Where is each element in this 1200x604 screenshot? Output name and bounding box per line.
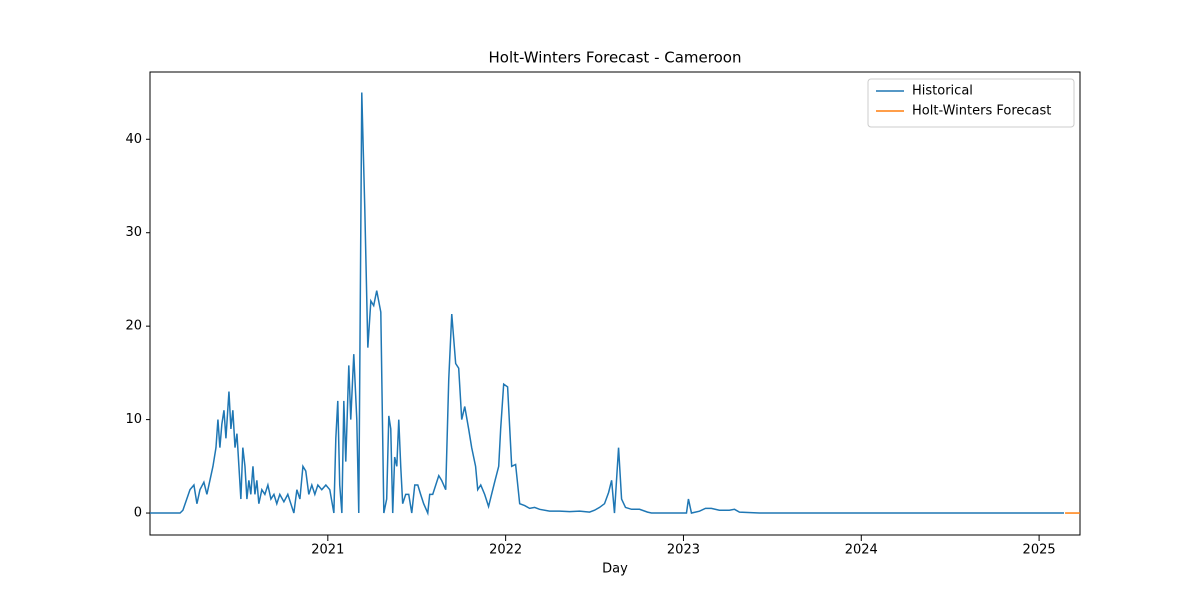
legend-box	[867, 78, 1075, 128]
series-line	[150, 92, 1064, 516]
chart-title: Holt-Winters Forecast - Cameroon	[489, 49, 742, 67]
legend-label: Historical	[912, 84, 973, 99]
legend-label: Holt-Winters Forecast	[912, 104, 1051, 119]
y-tick-label: 20	[125, 319, 142, 334]
x-tick-label: 2025	[1023, 543, 1056, 558]
y-tick-label: 30	[125, 225, 142, 240]
y-tick-label: 0	[134, 506, 142, 521]
x-tick-label: 2021	[311, 543, 344, 558]
plot-frame	[149, 71, 1081, 536]
x-tick-label: 2024	[845, 543, 878, 558]
x-tick-label: 2022	[489, 543, 522, 558]
y-tick-label: 40	[125, 132, 142, 147]
x-tick-label: 2023	[667, 543, 700, 558]
x-axis-label: Day	[602, 562, 628, 577]
y-tick-label: 10	[125, 412, 142, 427]
